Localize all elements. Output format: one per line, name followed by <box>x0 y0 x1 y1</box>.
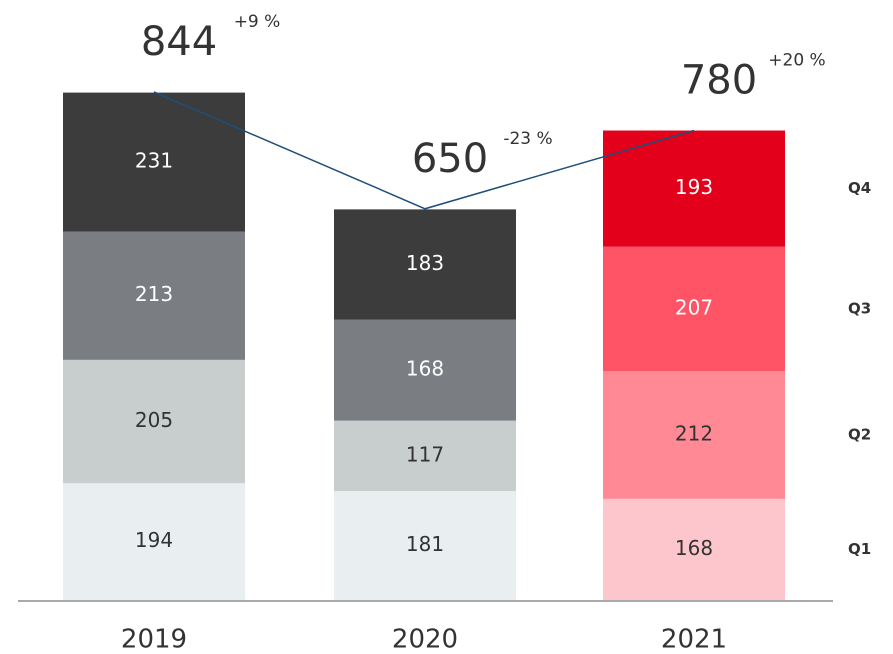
segment-label: 207 <box>675 295 713 319</box>
total-label: 650 <box>412 136 488 182</box>
total-line <box>153 91 695 210</box>
change-label: +20 % <box>768 51 825 71</box>
bar-segment <box>603 246 785 372</box>
bar-segment <box>63 483 245 600</box>
segment-label: 193 <box>675 175 713 199</box>
segment-label: 231 <box>135 149 173 173</box>
segment-label: 194 <box>135 528 173 552</box>
legend-label: Q1 <box>848 540 871 558</box>
legend-label: Q4 <box>848 179 871 197</box>
segment-label: 168 <box>675 536 713 560</box>
legend-label: Q2 <box>848 426 871 444</box>
change-label: -23 % <box>503 129 552 149</box>
segment-label: 168 <box>406 357 444 381</box>
change-label: +9 % <box>234 12 281 32</box>
segment-label: 213 <box>135 282 173 306</box>
bar-segment <box>334 209 516 320</box>
segment-label: 117 <box>406 442 444 466</box>
segment-label: 183 <box>406 251 444 275</box>
x-tick-label: 2020 <box>392 625 458 654</box>
segment-label: 212 <box>675 422 713 446</box>
x-tick-label: 2019 <box>121 625 187 654</box>
bar-segment <box>603 371 785 499</box>
legend-label: Q3 <box>848 299 871 317</box>
bar-segment <box>63 231 245 360</box>
total-label: 780 <box>681 58 757 104</box>
bar-segment <box>334 491 516 600</box>
segment-label: 181 <box>406 532 444 556</box>
bar-segment <box>603 130 785 247</box>
bar-segment <box>334 420 516 492</box>
total-label: 844 <box>141 19 217 65</box>
x-tick-label: 2021 <box>661 625 727 654</box>
bar-segment <box>63 92 245 232</box>
segment-label: 205 <box>135 408 173 432</box>
bar-segment <box>63 359 245 484</box>
bar-segment <box>603 498 785 600</box>
bar-segment <box>334 319 516 421</box>
